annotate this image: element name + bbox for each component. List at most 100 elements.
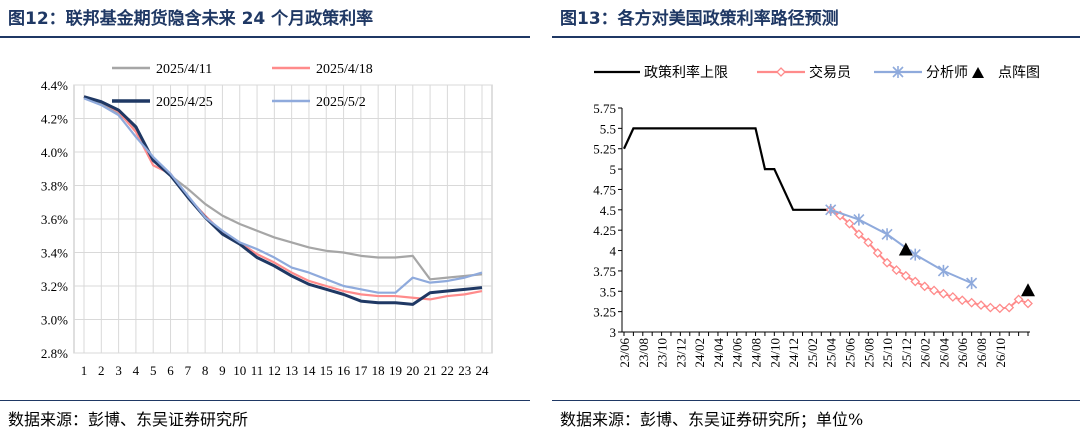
left-y-tick-label: 3.8% — [41, 179, 68, 194]
right-y-tick-label: 3 — [610, 325, 617, 340]
right-point-diamond — [863, 237, 874, 248]
right-legend-label: 交易员 — [809, 64, 851, 81]
right-x-tick-label: 24/12 — [786, 338, 801, 368]
left-x-tick-label: 22 — [441, 363, 454, 378]
right-y-tick-label: 5.75 — [593, 101, 616, 116]
right-y-tick-label: 4.25 — [593, 223, 616, 238]
right-point-diamond — [1013, 294, 1024, 305]
right-point-x — [881, 228, 893, 241]
left-y-tick-label: 3.4% — [41, 246, 68, 261]
right-point-diamond — [910, 276, 921, 287]
right-x-tick-label: 24/06 — [730, 338, 745, 368]
right-legend-label: 点阵图 — [998, 65, 1040, 81]
right-x-tick-label: 26/04 — [936, 338, 951, 368]
left-legend-label: 2025/4/25 — [156, 95, 213, 110]
left-title-rule — [0, 36, 530, 38]
left-chart-title: 图12：联邦基金期货隐含未来 24 个月政策利率 — [8, 9, 374, 29]
right-series-line-分析师 — [830, 208, 973, 285]
left-x-tick-label: 13 — [285, 363, 298, 378]
left-y-tick-label: 2.8% — [41, 346, 68, 361]
right-x-tick-label: 24/04 — [711, 338, 726, 368]
right-x-tick-label: 26/08 — [974, 338, 989, 368]
left-source-rule — [0, 400, 530, 401]
right-y-tick-label: 4.75 — [593, 182, 616, 197]
left-y-tick-label: 3.2% — [41, 279, 68, 294]
right-x-tick-label: 23/06 — [617, 338, 632, 368]
right-point-x — [966, 277, 978, 290]
right-line-chart: 3 3.25 3.5 3.75 4 4.25 4.5 4.75 5 5.25 5.5 5.75 23/0… — [593, 64, 1040, 368]
right-x-tick-label: 25/12 — [899, 338, 914, 368]
left-x-tick-label: 7 — [185, 363, 192, 378]
left-x-tick-label: 5 — [150, 363, 157, 378]
left-x-tick-label: 8 — [202, 363, 209, 378]
left-series-line-2025/4/18 — [83, 95, 483, 301]
right-point-diamond — [882, 257, 892, 268]
right-y-tick-label: 5 — [610, 162, 617, 177]
right-point-x — [937, 264, 950, 277]
right-point-x — [853, 213, 865, 226]
right-x-tick-label: 25/10 — [880, 338, 895, 368]
left-x-tick-label: 3 — [115, 363, 122, 378]
right-source-rule — [552, 400, 1080, 401]
right-y-tick-label: 5.5 — [600, 121, 616, 136]
right-chart-title: 图13：各方对美国政策利率路径预测 — [560, 9, 839, 29]
right-legend-label: 政策利率上限 — [644, 64, 728, 81]
left-x-tick-label: 12 — [268, 363, 281, 378]
left-x-tick-label: 24 — [476, 363, 490, 378]
left-x-tick-label: 11 — [251, 363, 264, 378]
left-legend-label: 2025/4/11 — [156, 62, 212, 77]
right-x-tick-label: 23/08 — [636, 338, 651, 368]
right-point-diamond — [919, 281, 930, 292]
left-y-tick-label: 4.2% — [41, 112, 68, 127]
left-series-line-2025/5/2 — [83, 97, 483, 294]
left-chart-panel: 图12：联邦基金期货隐含未来 24 个月政策利率 2.8% 3.0% 3.2% 3.4… — [0, 0, 530, 436]
right-point-diamond — [976, 300, 986, 311]
right-x-tick-label: 23/10 — [655, 338, 670, 368]
right-y-tick-label: 4 — [610, 244, 617, 259]
right-x-tick-label: 26/06 — [955, 338, 970, 368]
right-x-tick-label: 24/08 — [749, 338, 764, 368]
right-legend-swatch — [972, 67, 984, 78]
right-y-tick-label: 5.25 — [593, 142, 616, 157]
right-y-tick-label: 4.5 — [600, 203, 616, 218]
right-source-note: 数据来源：彭博、东吴证券研究所；单位% — [560, 410, 864, 429]
right-point-diamond — [1004, 302, 1015, 313]
right-point-diamond — [891, 265, 902, 276]
right-legend-marker — [892, 66, 904, 78]
right-y-tick-label: 3.75 — [593, 264, 616, 279]
right-point-diamond — [938, 288, 949, 299]
left-x-tick-label: 2 — [98, 363, 105, 378]
right-x-tick-label: 23/12 — [673, 338, 688, 368]
left-x-tick-label: 4 — [133, 363, 140, 378]
right-x-tick-label: 25/02 — [805, 338, 820, 368]
right-series-line-政策利率上限 — [623, 127, 831, 211]
right-point-diamond — [872, 248, 883, 258]
right-point-diamond — [985, 302, 996, 313]
right-y-tick-label: 3.25 — [593, 305, 616, 320]
left-y-tick-label: 3.0% — [41, 313, 68, 328]
right-x-tick-label: 25/08 — [861, 338, 876, 368]
right-point-x — [909, 248, 921, 261]
right-point-diamond — [929, 285, 939, 296]
right-point-diamond — [900, 270, 911, 281]
left-source-note: 数据来源：彭博、东吴证券研究所 — [8, 410, 249, 429]
right-point-diamond — [994, 303, 1005, 314]
right-point-triangle — [1021, 283, 1035, 297]
left-legend-label: 2025/4/18 — [316, 62, 373, 77]
left-y-tick-label: 4.4% — [41, 78, 68, 93]
left-x-tick-label: 21 — [424, 363, 437, 378]
left-series-line-2025/4/11 — [83, 95, 483, 281]
right-point-diamond — [947, 292, 958, 302]
left-x-tick-label: 6 — [167, 363, 174, 378]
right-point-diamond — [966, 297, 977, 308]
right-point-diamond — [853, 229, 864, 240]
left-x-tick-label: 10 — [233, 363, 246, 378]
right-title-rule — [552, 36, 1080, 38]
left-series-line-2025/4/25 — [83, 95, 483, 306]
right-series-line-交易员 — [830, 208, 1029, 310]
left-x-tick-label: 15 — [320, 363, 333, 378]
left-x-tick-label: 16 — [337, 363, 351, 378]
left-y-tick-label: 4.0% — [41, 145, 68, 160]
right-point-diamond — [957, 295, 968, 306]
left-x-tick-label: 19 — [389, 363, 402, 378]
